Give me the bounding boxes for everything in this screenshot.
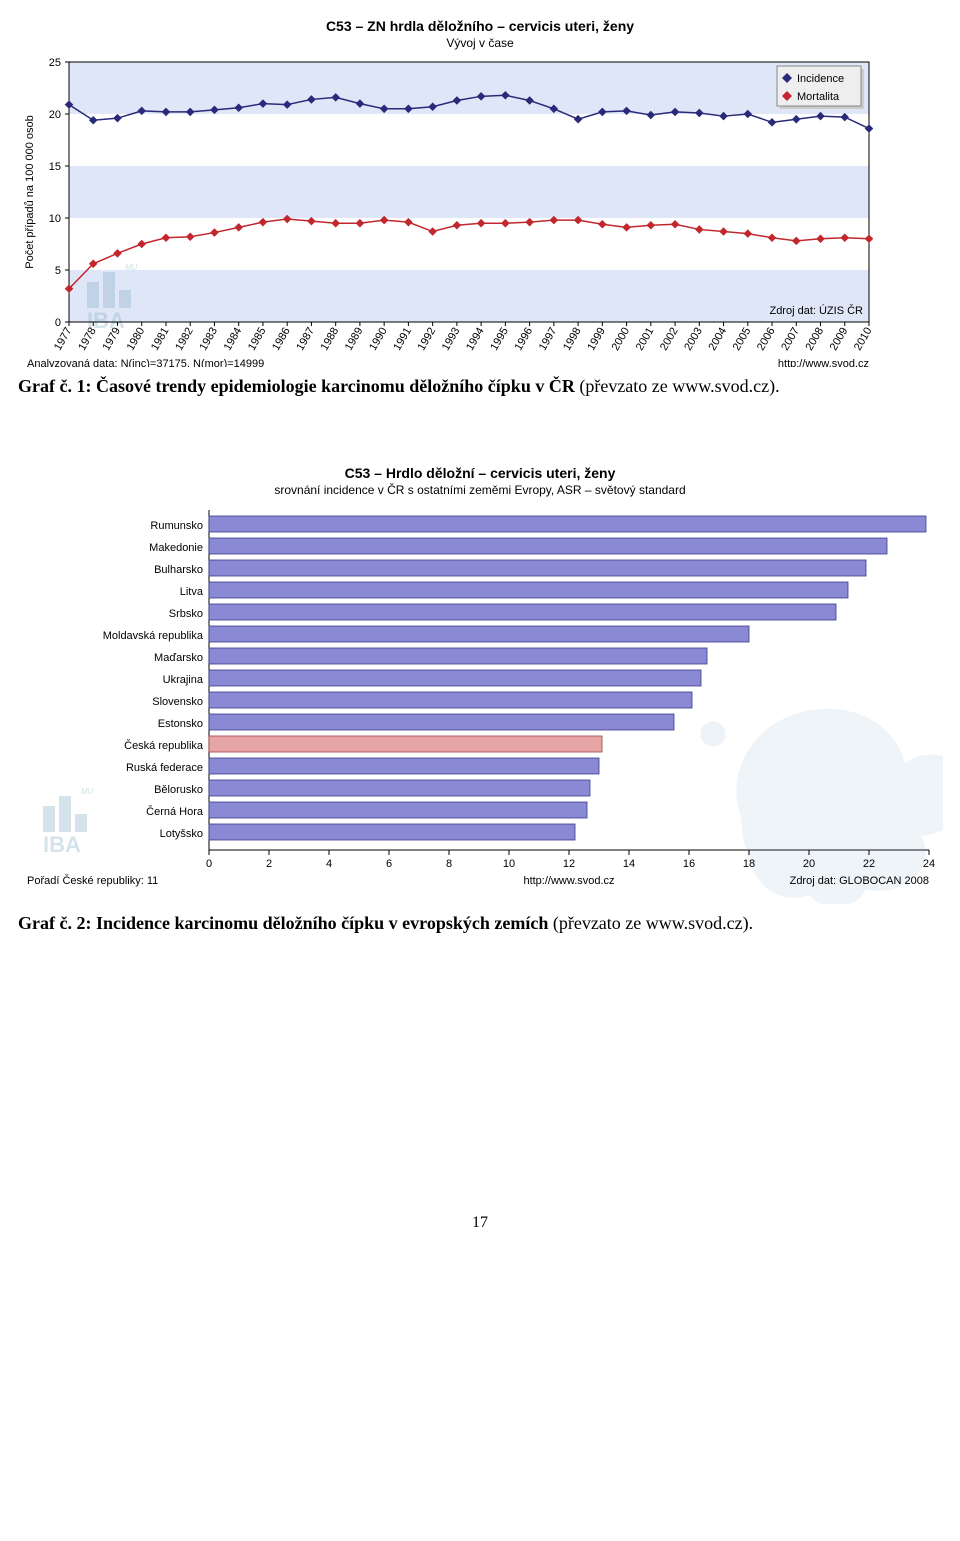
svg-text:Mortalita: Mortalita <box>797 91 840 103</box>
svg-text:2010: 2010 <box>852 326 875 353</box>
svg-text:MU: MU <box>81 787 94 796</box>
svg-text:1984: 1984 <box>222 326 245 353</box>
svg-text:Litva: Litva <box>180 586 204 598</box>
svg-text:6: 6 <box>386 858 392 870</box>
svg-text:1983: 1983 <box>197 326 220 353</box>
svg-text:14: 14 <box>623 858 635 870</box>
svg-text:12: 12 <box>563 858 575 870</box>
svg-text:MU: MU <box>125 263 138 272</box>
svg-text:Počet případů na 100 000 osob: Počet případů na 100 000 osob <box>24 115 36 269</box>
svg-text:1986: 1986 <box>270 326 293 353</box>
svg-text:http://www.svod.cz: http://www.svod.cz <box>778 358 869 367</box>
svg-text:Lotyšsko: Lotyšsko <box>160 828 203 840</box>
svg-text:Srbsko: Srbsko <box>169 608 203 620</box>
svg-text:1982: 1982 <box>173 326 196 353</box>
svg-text:1981: 1981 <box>149 326 172 353</box>
svg-text:1995: 1995 <box>488 326 511 353</box>
caption-2-thin: (převzato ze www.svod.cz). <box>553 913 753 933</box>
svg-text:1988: 1988 <box>319 326 342 353</box>
svg-text:Ruská federace: Ruská federace <box>126 762 203 774</box>
svg-text:15: 15 <box>49 161 61 173</box>
svg-text:2004: 2004 <box>707 326 730 353</box>
svg-text:1990: 1990 <box>367 326 390 353</box>
svg-text:2008: 2008 <box>803 326 826 353</box>
svg-text:Estonsko: Estonsko <box>158 718 203 730</box>
svg-text:Analyzovaná data: N(inc)=37175: Analyzovaná data: N(inc)=37175, N(mor)=1… <box>27 358 264 367</box>
svg-text:Incidence: Incidence <box>797 73 844 85</box>
svg-text:1997: 1997 <box>537 326 560 353</box>
svg-text:10: 10 <box>503 858 515 870</box>
chart2-title: C53 – Hrdlo děložní – cervicis uteri, že… <box>18 465 942 481</box>
svg-text:24: 24 <box>923 858 935 870</box>
svg-text:1989: 1989 <box>343 326 366 353</box>
svg-text:1991: 1991 <box>391 326 414 353</box>
svg-text:20: 20 <box>49 109 61 121</box>
svg-text:8: 8 <box>446 858 452 870</box>
svg-text:2009: 2009 <box>828 326 851 353</box>
svg-text:5: 5 <box>55 265 61 277</box>
svg-text:Bulharsko: Bulharsko <box>154 564 203 576</box>
svg-text:16: 16 <box>683 858 695 870</box>
svg-text:Maďarsko: Maďarsko <box>154 652 203 664</box>
caption-2: Graf č. 2: Incidence karcinomu děložního… <box>18 913 942 934</box>
svg-text:1987: 1987 <box>294 326 317 353</box>
svg-text:1992: 1992 <box>416 326 439 353</box>
svg-text:0: 0 <box>206 858 212 870</box>
caption-1-bold: Graf č. 1: Časové trendy epidemiologie k… <box>18 376 579 396</box>
svg-text:2: 2 <box>266 858 272 870</box>
svg-text:1996: 1996 <box>513 326 536 353</box>
svg-text:Bělorusko: Bělorusko <box>154 784 203 796</box>
svg-text:1998: 1998 <box>561 326 584 353</box>
svg-text:1977: 1977 <box>52 326 75 353</box>
svg-text:2001: 2001 <box>634 326 657 353</box>
svg-text:2006: 2006 <box>755 326 778 353</box>
svg-text:1994: 1994 <box>464 326 487 353</box>
svg-text:Moldavská republika: Moldavská republika <box>103 630 204 642</box>
svg-text:4: 4 <box>326 858 332 870</box>
svg-text:0: 0 <box>55 317 61 329</box>
chart2: MU IBA Rumunsko Makedonie Bulharsko Litva Srbs… <box>18 503 942 905</box>
svg-text:Česká republika: Česká republika <box>124 739 204 752</box>
svg-text:2005: 2005 <box>731 326 754 353</box>
svg-text:IBA: IBA <box>43 832 81 857</box>
chart1: MUIBA0510152025Počet případů na 100 000 … <box>18 56 942 368</box>
page-number: 17 <box>18 1214 942 1232</box>
svg-text:1985: 1985 <box>246 326 269 353</box>
caption-1-thin: (převzato ze www.svod.cz). <box>579 376 779 396</box>
svg-text:2007: 2007 <box>779 326 802 353</box>
svg-text:Pořadí České republiky: 11: Pořadí České republiky: 11 <box>27 874 158 887</box>
caption-2-bold: Graf č. 2: Incidence karcinomu děložního… <box>18 913 553 933</box>
svg-text:Slovensko: Slovensko <box>152 696 203 708</box>
svg-text:25: 25 <box>49 57 61 69</box>
chart1-title: C53 – ZN hrdla děložního – cervicis uter… <box>18 18 942 34</box>
chart2-subtitle: srovnání incidence v ČR s ostatními země… <box>18 483 942 497</box>
svg-text:http://www.svod.cz: http://www.svod.cz <box>523 875 614 887</box>
svg-text:2002: 2002 <box>658 326 681 353</box>
svg-text:1980: 1980 <box>125 326 148 353</box>
svg-text:2000: 2000 <box>610 326 633 353</box>
svg-text:Zdroj dat: GLOBOCAN 2008: Zdroj dat: GLOBOCAN 2008 <box>790 875 929 887</box>
svg-text:20: 20 <box>803 858 815 870</box>
svg-text:Černá Hora: Černá Hora <box>146 805 204 818</box>
svg-text:2003: 2003 <box>682 326 705 353</box>
chart1-subtitle: Vývoj v čase <box>18 36 942 50</box>
svg-text:Makedonie: Makedonie <box>149 542 203 554</box>
svg-text:1978: 1978 <box>76 326 99 353</box>
caption-1: Graf č. 1: Časové trendy epidemiologie k… <box>18 376 942 397</box>
svg-text:22: 22 <box>863 858 875 870</box>
svg-text:10: 10 <box>49 213 61 225</box>
svg-text:Zdroj dat: ÚZIS ČR: Zdroj dat: ÚZIS ČR <box>769 304 863 317</box>
svg-text:1993: 1993 <box>440 326 463 353</box>
svg-text:Ukrajina: Ukrajina <box>163 674 204 686</box>
svg-text:Rumunsko: Rumunsko <box>150 520 203 532</box>
svg-text:18: 18 <box>743 858 755 870</box>
svg-text:1999: 1999 <box>585 326 608 353</box>
